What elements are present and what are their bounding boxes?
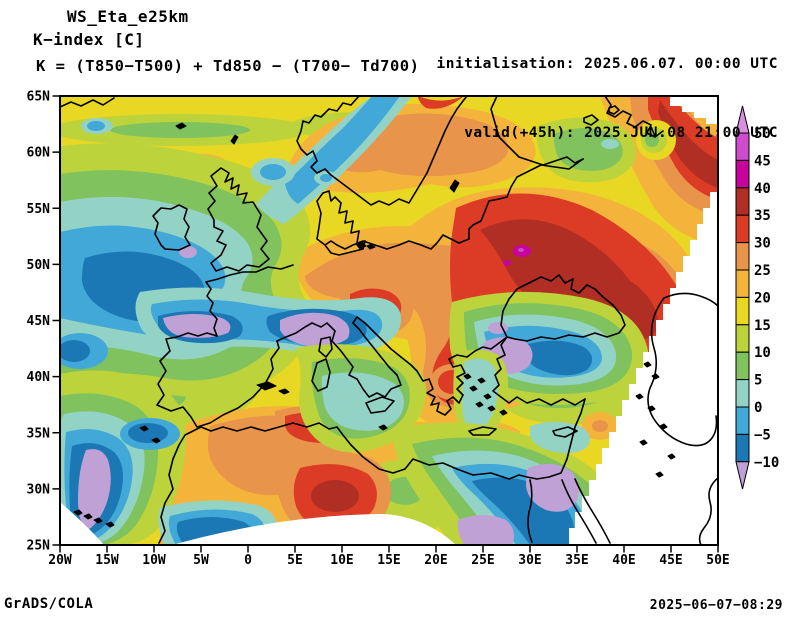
lon-label: 15E [377,553,400,568]
lon-label: 20E [424,553,447,568]
parameter-title: K−index [C] [33,30,144,49]
colorbar-segment [736,243,749,270]
lon-label: 5E [287,553,303,568]
colorbar-label: −10 [754,455,779,471]
colorbar-label: 0 [754,400,762,416]
grads-weather-chart: WS_Eta_e25km K−index [C] K = (T850−T500)… [0,0,800,618]
lat-label: 45N [27,314,51,329]
colorbar-label: 15 [754,318,771,334]
footer-timestamp: 2025−06−07−08:29 [650,598,783,613]
colorbar-label: −5 [754,427,771,443]
lat-label: 30N [27,482,51,497]
footer-credit: GrADS/COLA [4,596,93,612]
colorbar-segment [736,434,749,461]
lon-label: 50E [706,553,729,568]
colorbar-segment [736,270,749,297]
valid-time: valid(+45h): 2025.JUN.08 21:00 UTC [436,122,778,145]
colorbar-segment [736,297,749,324]
lon-label: 30E [518,553,541,568]
lon-label: 20W [48,553,72,568]
colorbar-label: 35 [754,208,771,224]
colorbar-segment [736,352,749,379]
colorbar-arrow-under [736,462,749,489]
lon-label: 5W [193,553,209,568]
run-times: initialisation: 2025.06.07. 00:00 UTC va… [436,7,778,191]
lon-label: 45E [659,553,682,568]
colorbar-label: 25 [754,263,771,279]
lon-label: 15W [95,553,119,568]
colorbar-label: 10 [754,345,771,361]
lat-label: 50N [27,258,51,273]
lon-label: 10E [330,553,353,568]
lat-label: 65N [27,90,51,105]
colorbar-label: 5 [754,373,762,389]
colorbar-segment [736,325,749,352]
init-time: initialisation: 2025.06.07. 00:00 UTC [436,53,778,76]
colorbar-label: 20 [754,290,771,306]
colorbar-segment [736,188,749,215]
lon-label: 40E [612,553,635,568]
colorbar-segment [736,380,749,407]
lon-label: 35E [565,553,588,568]
formula-text: K = (T850−T500) + Td850 − (T700− Td700) [36,57,419,75]
lon-label: 0 [244,553,252,568]
lon-label: 10W [142,553,166,568]
lat-label: 40N [27,370,51,385]
colorbar-segment [736,407,749,434]
lat-label: 25N [27,539,51,554]
lat-label: 55N [27,202,51,217]
lon-label: 25E [471,553,494,568]
colorbar-label: 30 [754,236,771,252]
lat-label: 60N [27,146,51,161]
lat-label: 35N [27,426,51,441]
model-name: WS_Eta_e25km [67,7,189,26]
colorbar-segment [736,215,749,242]
